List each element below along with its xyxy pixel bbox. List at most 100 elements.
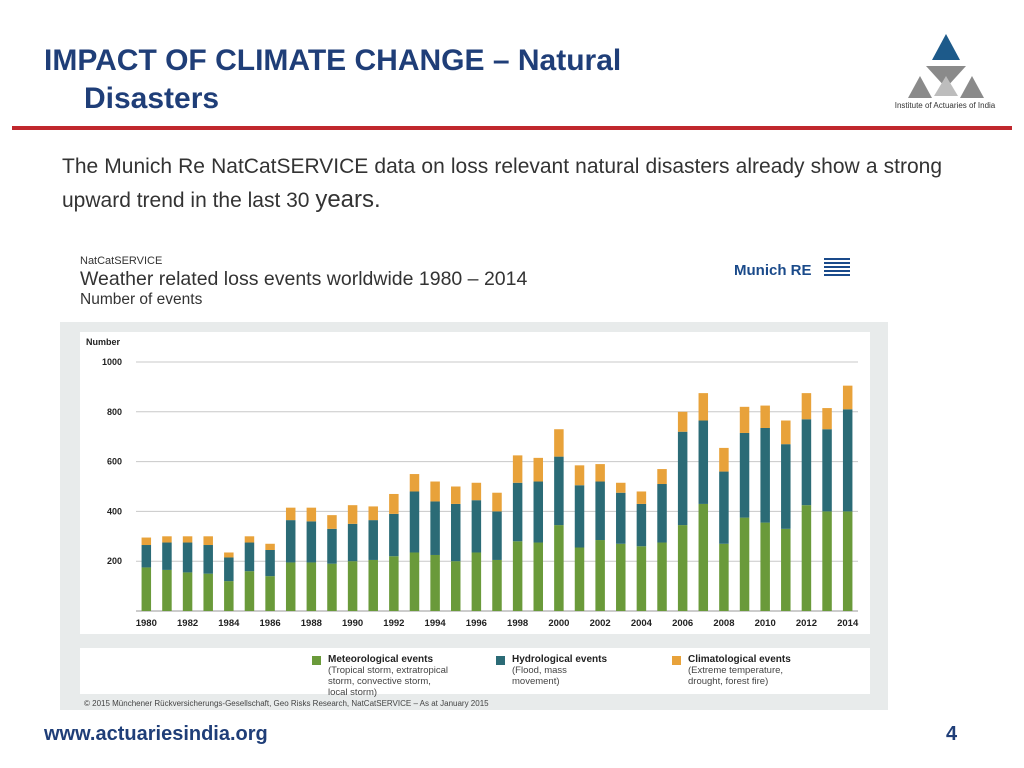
bar-climatological-1985 xyxy=(244,536,255,543)
bar-hydrological-2003 xyxy=(616,492,626,544)
bar-climatological-2013 xyxy=(822,408,832,430)
y-tick-label-600: 600 xyxy=(107,457,122,467)
bar-climatological-1988 xyxy=(306,507,317,522)
bar-hydrological-2014 xyxy=(842,409,853,512)
x-tick-label-1998: 1998 xyxy=(507,618,528,629)
bar-meteorological-2007 xyxy=(698,503,709,611)
x-tick-label-1988: 1988 xyxy=(301,618,322,629)
x-tick-label-1986: 1986 xyxy=(260,618,281,629)
bar-hydrological-2013 xyxy=(822,429,832,512)
bar-meteorological-1996 xyxy=(471,552,482,611)
bar-hydrological-1992 xyxy=(389,513,399,557)
x-tick-label-2008: 2008 xyxy=(713,618,734,629)
bar-meteorological-1989 xyxy=(327,563,337,611)
x-tick-label-1990: 1990 xyxy=(342,618,363,629)
slide-title: IMPACT OF CLIMATE CHANGE – Natural Disas… xyxy=(44,42,621,118)
bar-meteorological-2008 xyxy=(719,543,729,611)
x-tick-label-2004: 2004 xyxy=(631,618,653,629)
bar-climatological-1991 xyxy=(368,506,378,521)
x-tick-label-2006: 2006 xyxy=(672,618,693,629)
bar-meteorological-1984 xyxy=(224,581,234,611)
bar-climatological-1984 xyxy=(224,552,234,558)
bar-meteorological-1992 xyxy=(389,556,399,611)
intro-text: The Munich Re NatCatSERVICE data on loss… xyxy=(62,155,942,212)
munich-re-brand: Munich RE xyxy=(734,262,812,279)
bar-meteorological-1993 xyxy=(409,552,420,611)
bar-hydrological-1983 xyxy=(203,545,213,574)
bar-meteorological-1995 xyxy=(450,561,461,611)
bar-hydrological-2006 xyxy=(677,431,688,526)
bar-hydrological-1988 xyxy=(306,521,317,563)
x-tick-label-2002: 2002 xyxy=(590,618,611,629)
bar-hydrological-1990 xyxy=(347,523,358,562)
bar-climatological-2010 xyxy=(760,405,770,428)
bar-hydrological-2001 xyxy=(574,485,585,548)
bar-meteorological-1991 xyxy=(368,559,378,611)
bar-hydrological-1993 xyxy=(409,491,420,553)
bar-hydrological-2011 xyxy=(781,444,791,529)
bar-climatological-1981 xyxy=(162,536,172,543)
bar-meteorological-1985 xyxy=(244,571,255,611)
bar-climatological-2011 xyxy=(781,420,791,445)
bar-hydrological-1987 xyxy=(285,520,296,563)
x-tick-label-1982: 1982 xyxy=(177,618,198,629)
legend-swatch-climatological xyxy=(672,656,681,665)
chart-area: Number 200 400 600 800 1000 1980 1982 1984 1986 19… xyxy=(80,332,870,634)
bar-climatological-1986 xyxy=(265,543,275,550)
bar-hydrological-1981 xyxy=(162,542,172,570)
x-tick-label-1996: 1996 xyxy=(466,618,487,629)
bar-meteorological-1990 xyxy=(347,561,358,611)
legend-climatological: Climatological events (Extreme temperatur… xyxy=(672,654,791,687)
bar-climatological-2007 xyxy=(698,393,709,421)
x-tick-label-1984: 1984 xyxy=(218,618,240,629)
bar-hydrological-1997 xyxy=(492,511,502,560)
bar-meteorological-1994 xyxy=(430,554,440,611)
bar-meteorological-2010 xyxy=(760,522,770,611)
bar-climatological-1982 xyxy=(182,536,193,543)
bar-hydrological-2012 xyxy=(801,419,812,506)
bar-meteorological-2009 xyxy=(739,517,750,611)
bar-climatological-2008 xyxy=(719,447,729,472)
bar-hydrological-1995 xyxy=(450,503,461,562)
x-tick-label-2010: 2010 xyxy=(755,618,776,629)
legend-swatch-hydrological xyxy=(496,656,505,665)
bar-climatological-2000 xyxy=(554,429,564,457)
bar-meteorological-2005 xyxy=(657,542,667,611)
bar-meteorological-1982 xyxy=(182,572,193,611)
bar-hydrological-1982 xyxy=(182,542,193,573)
bar-climatological-1990 xyxy=(347,505,358,524)
title-line-2: Disasters xyxy=(84,82,220,115)
bar-meteorological-2014 xyxy=(842,511,853,611)
y-tick-label-1000: 1000 xyxy=(102,357,122,367)
bar-climatological-1983 xyxy=(203,536,213,546)
bar-climatological-1998 xyxy=(512,455,523,483)
figure-subheading: Number of events xyxy=(80,291,203,308)
bar-hydrological-2008 xyxy=(719,471,729,544)
bar-climatological-2009 xyxy=(739,406,750,433)
bar-hydrological-2000 xyxy=(554,456,564,526)
x-tick-label-2014: 2014 xyxy=(837,618,859,629)
bar-hydrological-1985 xyxy=(244,542,255,572)
bar-meteorological-2004 xyxy=(636,546,647,611)
bar-hydrological-1980 xyxy=(141,545,152,568)
footer-url[interactable]: www.actuariesindia.org xyxy=(44,723,268,745)
figure-copyright: © 2015 Münchener Rückversicherungs-Gesel… xyxy=(84,699,489,708)
bar-hydrological-2009 xyxy=(739,432,750,518)
bar-climatological-1996 xyxy=(471,482,482,501)
bar-climatological-2005 xyxy=(657,469,667,485)
bar-hydrological-2004 xyxy=(636,503,647,547)
bar-climatological-1999 xyxy=(533,457,544,482)
legend-meteorological: Meteorological events (Tropical storm, ex… xyxy=(312,654,448,698)
bar-hydrological-2007 xyxy=(698,420,709,504)
y-axis-label: Number xyxy=(86,337,121,347)
figure-header: NatCatSERVICE Weather related loss event… xyxy=(80,255,527,308)
legend-hydrological: Hydrological events (Flood, mass movement) xyxy=(496,654,607,687)
bar-climatological-2012 xyxy=(801,393,812,420)
bar-climatological-1997 xyxy=(492,492,502,512)
bar-hydrological-1998 xyxy=(512,482,523,542)
bar-hydrological-1994 xyxy=(430,501,440,555)
bar-meteorological-2000 xyxy=(554,525,564,611)
bar-climatological-1993 xyxy=(409,474,420,492)
x-tick-label-1992: 1992 xyxy=(383,618,404,629)
bar-climatological-1995 xyxy=(450,486,461,504)
